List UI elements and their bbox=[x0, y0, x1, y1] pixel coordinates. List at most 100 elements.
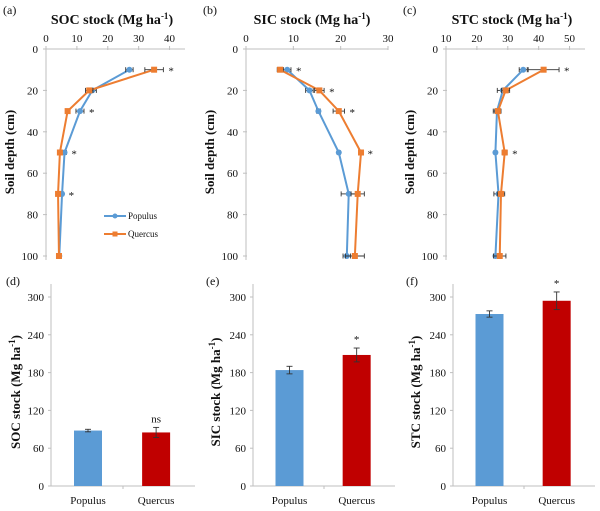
data-point-quercus bbox=[151, 66, 158, 73]
series-line-populus bbox=[286, 68, 350, 257]
legend-marker-populus bbox=[112, 213, 118, 219]
data-point-populus bbox=[520, 66, 527, 73]
y-tick-label: 60 bbox=[33, 443, 45, 455]
significance-mark: * bbox=[71, 149, 77, 161]
data-point-quercus bbox=[64, 108, 71, 115]
y-tick-label: 60 bbox=[27, 168, 39, 180]
chart-title: SIC stock (Mg ha-1) bbox=[254, 11, 371, 28]
y-tick-label: 20 bbox=[227, 85, 239, 97]
significance-mark: * bbox=[329, 86, 335, 98]
y-tick-label: 300 bbox=[230, 292, 247, 304]
significance-mark: * bbox=[512, 149, 518, 161]
x-tick-label: Quercus bbox=[138, 495, 175, 507]
panel-label: (d) bbox=[6, 274, 20, 288]
y-axis-label: SOC stock (Mg ha-1) bbox=[7, 335, 23, 449]
y-tick-label: 0 bbox=[441, 481, 447, 493]
series-line-quercus bbox=[279, 68, 363, 257]
panel-label: (f) bbox=[406, 274, 418, 288]
x-tick-label: 30 bbox=[383, 33, 395, 45]
bar-quercus bbox=[142, 432, 171, 486]
y-tick-label: 300 bbox=[430, 292, 447, 304]
x-tick-label: 20 bbox=[102, 33, 114, 45]
depth-profile-panel-a: (a)SOC stock (Mg ha-1)0 10 20 30 40020406080… bbox=[2, 3, 185, 263]
y-tick-label: 60 bbox=[227, 168, 239, 180]
y-tick-label: 40 bbox=[27, 127, 39, 139]
y-tick-label: 20 bbox=[427, 85, 439, 97]
y-tick-label: 100 bbox=[222, 251, 239, 263]
legend-marker-quercus bbox=[112, 231, 118, 237]
data-point-populus bbox=[126, 66, 133, 73]
legend: Populus Quercus bbox=[104, 211, 158, 239]
chart-title: STC stock (Mg ha-1) bbox=[452, 11, 573, 28]
x-tick-label: Quercus bbox=[538, 495, 575, 507]
y-tick-label: 0 bbox=[433, 44, 439, 56]
data-point-populus bbox=[492, 149, 499, 156]
bar-quercus bbox=[542, 300, 571, 486]
x-tick-label: 40 bbox=[533, 33, 545, 45]
y-axis-label: STC stock (Mg ha-1) bbox=[407, 336, 423, 449]
data-point-quercus bbox=[496, 253, 503, 259]
data-point-quercus bbox=[351, 253, 358, 259]
x-tick-label: 10 bbox=[288, 33, 300, 45]
depth-profile-panel-c: (c) STC stock (Mg ha-1) 10 20 30 40 50 0 20 40 60 8… bbox=[402, 3, 585, 263]
x-tick-label: 10 bbox=[441, 33, 453, 45]
y-tick-label: 180 bbox=[230, 368, 247, 380]
significance-mark: ns bbox=[151, 413, 161, 425]
y-tick-label: 240 bbox=[430, 330, 447, 342]
significance-mark: * bbox=[69, 190, 75, 202]
y-tick-label: 300 bbox=[28, 292, 45, 304]
data-point-quercus bbox=[335, 108, 342, 115]
data-point-quercus bbox=[86, 87, 93, 94]
significance-mark: * bbox=[367, 149, 373, 161]
y-tick-label: 240 bbox=[230, 330, 247, 342]
y-axis-label: Soil depth (cm) bbox=[202, 110, 217, 195]
y-tick-label: 60 bbox=[427, 168, 439, 180]
data-point-quercus bbox=[358, 149, 365, 156]
data-point-quercus bbox=[277, 66, 284, 73]
x-tick-label: 0 bbox=[43, 33, 49, 45]
significance-mark: * bbox=[89, 107, 95, 119]
data-point-populus bbox=[315, 108, 322, 115]
legend-label-quercus: Quercus bbox=[128, 229, 158, 239]
x-tick-label: Quercus bbox=[338, 495, 375, 507]
y-tick-label: 180 bbox=[430, 368, 447, 380]
y-tick-label: 180 bbox=[28, 368, 45, 380]
data-point-quercus bbox=[55, 190, 62, 197]
series-line-populus bbox=[58, 68, 130, 257]
y-tick-label: 100 bbox=[422, 251, 439, 263]
y-tick-label: 0 bbox=[233, 44, 239, 56]
bar-populus bbox=[275, 370, 304, 486]
y-tick-label: 0 bbox=[33, 44, 39, 56]
x-tick-label: 30 bbox=[502, 33, 514, 45]
data-point-populus bbox=[335, 149, 342, 156]
y-axis-label: Soil depth (cm) bbox=[2, 110, 17, 195]
data-point-quercus bbox=[316, 87, 323, 94]
y-tick-label: 80 bbox=[227, 210, 239, 222]
data-point-quercus bbox=[540, 66, 547, 73]
panel-label: (a) bbox=[3, 3, 16, 17]
x-tick-label: 30 bbox=[133, 33, 145, 45]
significance-mark: * bbox=[564, 66, 570, 78]
bar-panel-f: (f) 0 60 120 180 240 300 STC stock (Mg ha-1) Pop… bbox=[406, 274, 595, 507]
y-tick-label: 60 bbox=[235, 443, 247, 455]
bar-populus bbox=[74, 430, 102, 486]
data-point-quercus bbox=[501, 149, 508, 156]
bar-panel-e: (e) 0 60 120 180 240 300 SIC stock (Mg ha-1) Pop… bbox=[206, 274, 395, 507]
y-tick-label: 240 bbox=[28, 330, 45, 342]
data-point-quercus bbox=[354, 190, 361, 197]
y-tick-label: 120 bbox=[430, 405, 447, 417]
y-tick-label: 0 bbox=[241, 481, 247, 493]
y-tick-label: 0 bbox=[39, 481, 45, 493]
data-point-quercus bbox=[502, 87, 509, 94]
data-point-populus bbox=[306, 87, 313, 94]
data-point-quercus bbox=[494, 108, 501, 115]
significance-mark: * bbox=[349, 107, 355, 119]
bar-panel-d: (d) 0 60 120 180 240 300 SOC stock (Mg ha-1) Pop… bbox=[6, 274, 195, 507]
y-tick-label: 40 bbox=[227, 127, 239, 139]
significance-mark: * bbox=[354, 334, 360, 346]
y-tick-label: 80 bbox=[427, 210, 439, 222]
data-point-populus bbox=[61, 149, 68, 156]
x-tick-label: 20 bbox=[471, 33, 483, 45]
x-tick-label: 10 bbox=[71, 33, 83, 45]
series-line-quercus bbox=[496, 68, 545, 257]
